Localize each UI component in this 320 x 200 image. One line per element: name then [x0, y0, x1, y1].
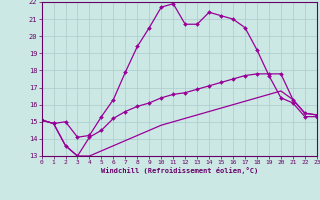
X-axis label: Windchill (Refroidissement éolien,°C): Windchill (Refroidissement éolien,°C)	[100, 167, 258, 174]
